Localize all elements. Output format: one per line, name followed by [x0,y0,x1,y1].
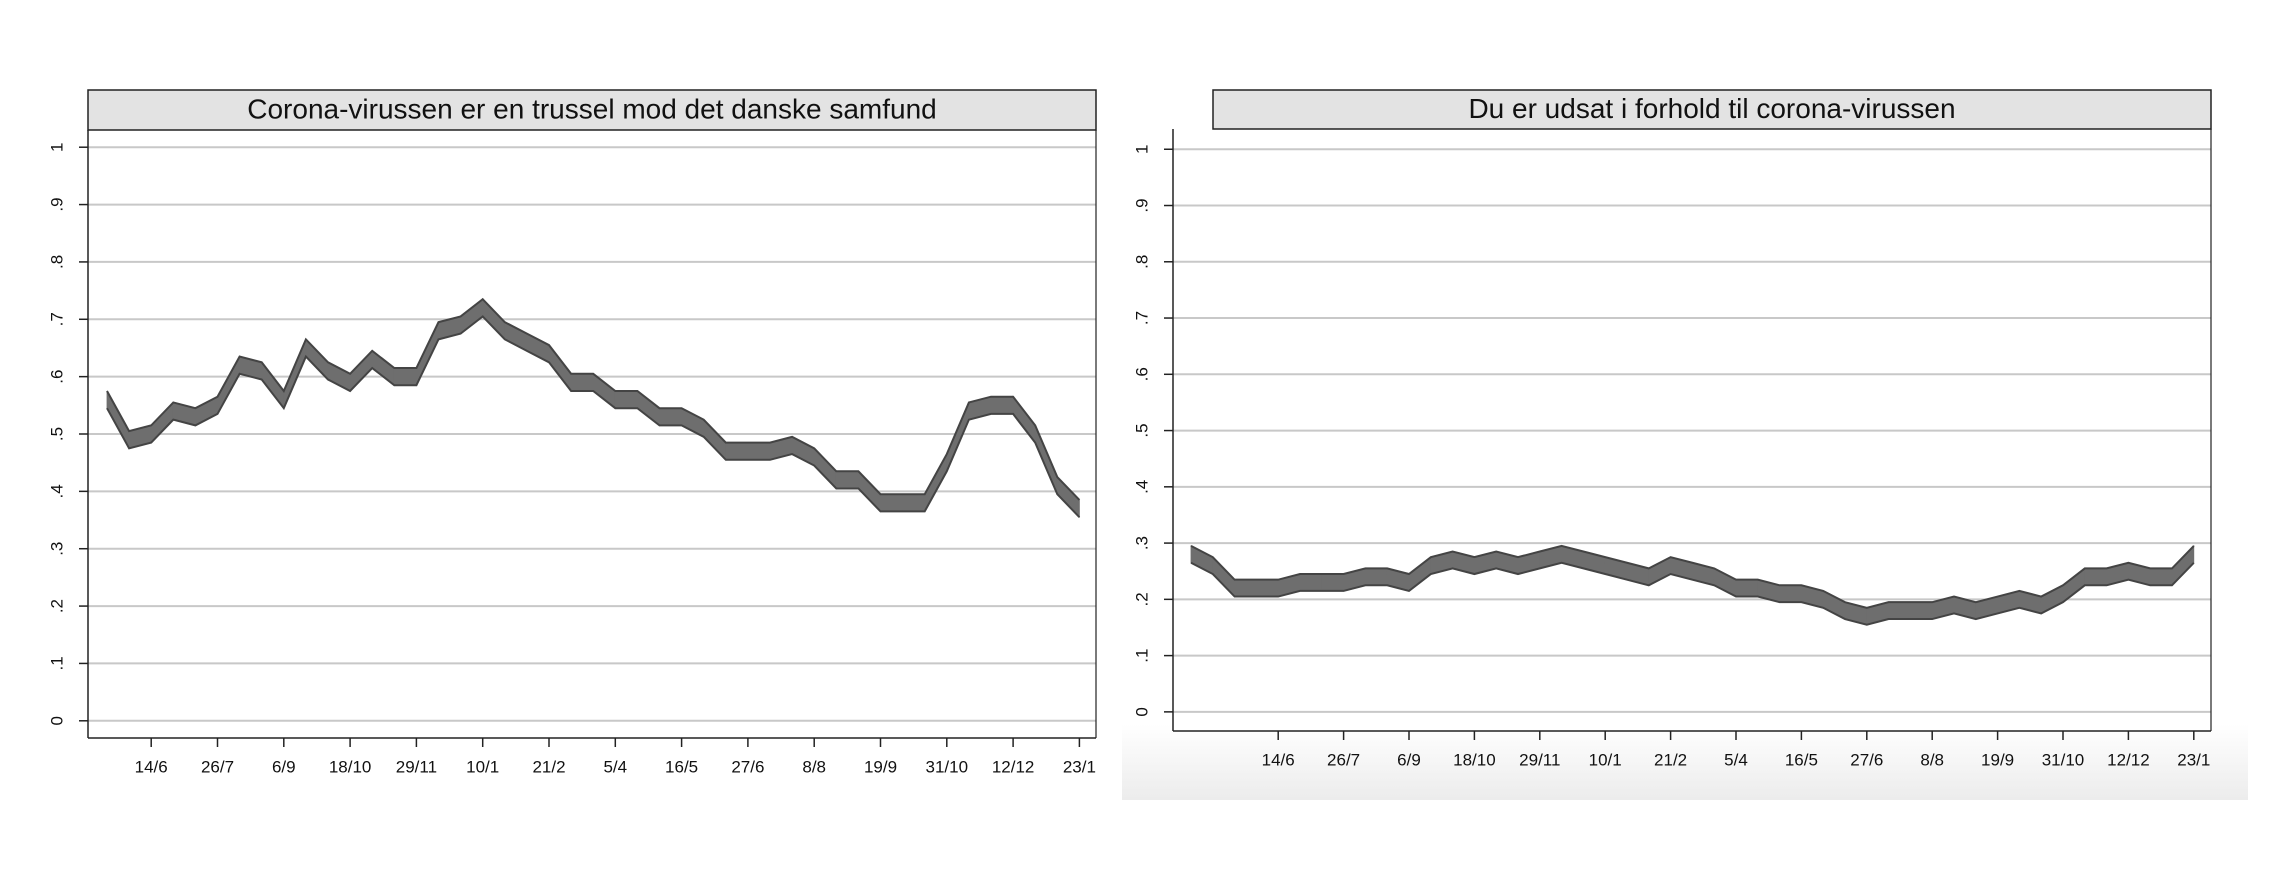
x-tick-label: 16/5 [665,757,698,776]
y-tick-label: .3 [47,542,66,556]
band-segment [1256,579,1279,597]
y-tick-label: .9 [47,197,66,211]
y-tick-label: .7 [47,312,66,326]
y-tick-label: 1 [1132,145,1151,154]
band-segment [1888,601,1911,620]
band-segment [725,442,749,461]
band-edge [106,297,1081,501]
x-tick-label: 16/5 [1785,750,1818,769]
x-tick-label: 8/8 [802,757,826,776]
y-tick-label: .6 [1132,367,1151,381]
y-tick-label: .2 [47,599,66,613]
band-segment [1910,601,1933,620]
x-tick-label: 14/6 [1262,750,1295,769]
band-segment [2084,568,2108,586]
band-segment [880,493,903,512]
y-tick-label: 1 [47,142,66,151]
x-tick-label: 27/6 [1850,750,1883,769]
band-segment [393,367,417,386]
x-tick-label: 27/6 [731,757,764,776]
band-segment [1299,573,1323,592]
x-tick-label: 12/12 [992,757,1035,776]
band-segment [1779,584,1802,603]
y-tick-label: .4 [47,484,66,498]
band-segment [990,396,1014,415]
y-tick-label: .8 [1132,255,1151,269]
x-tick-label: 6/9 [1397,750,1421,769]
y-tick-label: .3 [1132,536,1151,550]
band-segment [902,493,926,512]
band-edge [1190,561,2195,626]
x-tick-label: 29/11 [396,757,437,776]
x-tick-label: 23/1 [1063,757,1096,776]
y-tick-label: .7 [1132,311,1151,325]
x-tick-label: 26/7 [1327,750,1360,769]
band-segment [1365,568,1388,586]
x-tick-label: 5/4 [1724,750,1748,769]
band-segment [659,407,682,426]
y-tick-label: .2 [1132,592,1151,606]
band-segment [614,390,638,409]
y-tick-label: 0 [1132,707,1151,716]
chart-title: Du er udsat i forhold til corona-virusse… [1468,93,1955,124]
x-tick-label: 10/1 [466,757,499,776]
title-bar [1212,89,2212,130]
x-tick-label: 19/9 [1981,750,2014,769]
chart-title: Corona-virussen er en trussel mod det da… [247,93,936,124]
x-tick-label: 29/11 [1519,750,1560,769]
x-tick-label: 5/4 [603,757,627,776]
y-tick-label: .1 [47,656,66,670]
x-tick-label: 21/2 [1654,750,1687,769]
band-segment [570,373,594,392]
x-tick-label: 18/10 [329,757,372,776]
band-segment [1735,579,1759,597]
band-segment [1321,573,1344,592]
y-tick-label: .9 [1132,198,1151,212]
band-segment [2149,568,2173,586]
band-segment [835,470,859,489]
x-tick-label: 19/9 [864,757,897,776]
y-tick-label: .1 [1132,649,1151,663]
band-edge [106,315,1081,518]
x-tick-label: 8/8 [1920,750,1944,769]
band-segment [1234,579,1257,597]
x-tick-label: 21/2 [532,757,565,776]
x-tick-label: 6/9 [272,757,296,776]
y-tick-label: 0 [47,716,66,725]
y-tick-label: .8 [47,255,66,269]
y-tick-label: .6 [47,370,66,384]
background-fade [1122,724,2248,800]
x-tick-label: 10/1 [1589,750,1622,769]
y-tick-label: .5 [1132,423,1151,437]
band-edge [1190,544,2195,609]
x-tick-label: 31/10 [926,757,969,776]
band-segment [747,442,771,461]
x-tick-label: 12/12 [2107,750,2150,769]
x-tick-label: 14/6 [135,757,168,776]
x-tick-label: 18/10 [1453,750,1496,769]
y-tick-label: .5 [47,427,66,441]
x-tick-label: 23/1 [2177,750,2210,769]
title-bar [87,89,1097,131]
x-tick-label: 26/7 [201,757,234,776]
x-tick-label: 31/10 [2042,750,2085,769]
y-tick-label: .4 [1132,480,1151,494]
